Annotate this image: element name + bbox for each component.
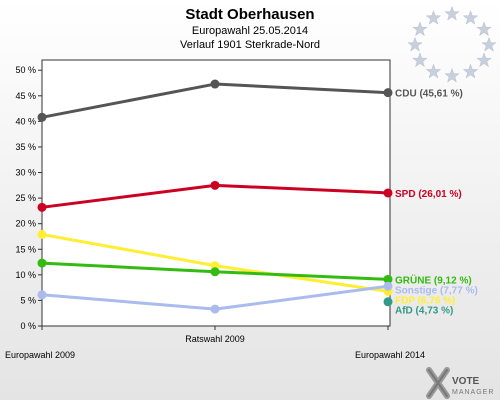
star-icon [476, 21, 492, 37]
series-points [37, 79, 393, 314]
data-point-grüne [383, 274, 393, 284]
y-tick-label: 5 % [20, 295, 36, 305]
y-tick-label: 50 % [15, 65, 36, 75]
y-tick-label: 10 % [15, 270, 36, 280]
data-point-spd [37, 202, 47, 212]
series-label-grüne: GRÜNE (9,12 %) [395, 273, 472, 286]
series-label-afd: AfD (4,73 %) [395, 305, 453, 316]
data-point-grüne [210, 267, 220, 277]
star-icon [476, 52, 492, 68]
data-point-spd [383, 188, 393, 198]
series-label-cdu: CDU (45,61 %) [395, 89, 463, 100]
eu-stars-emblem [407, 5, 497, 83]
logo-manager-text: MANAGER [452, 389, 494, 396]
x-tick-label: Europawahl 2014 [355, 350, 425, 360]
star-icon [407, 36, 423, 52]
y-tick-label: 35 % [15, 142, 36, 152]
series-label-fdp: FDP (6,76 %) [395, 295, 455, 306]
data-point-sonstige [210, 304, 220, 314]
y-tick-label: 0 % [20, 321, 36, 331]
y-tick-label: 40 % [15, 116, 36, 126]
y-tick-label: 15 % [15, 244, 36, 254]
series-label-spd: SPD (26,01 %) [395, 189, 462, 200]
y-tick-label: 30 % [15, 168, 36, 178]
data-point-sonstige [383, 281, 393, 291]
plot-area [41, 59, 391, 327]
star-icon [444, 5, 460, 21]
x-mark-icon [426, 367, 450, 399]
y-tick-label: 25 % [15, 193, 36, 203]
x-tick-label: Europawahl 2009 [5, 350, 75, 360]
data-point-afd [383, 297, 393, 307]
star-icon [425, 9, 442, 25]
x-axis: Europawahl 2009 Ratswahl 2009 Europawahl 2… [5, 326, 425, 360]
y-tick-label: 45 % [15, 91, 36, 101]
star-icon [462, 63, 479, 79]
chart-subtitle-election: Europawahl 25.05.2014 [192, 25, 308, 37]
chart-title: Stadt Oberhausen [185, 6, 314, 23]
y-tick-label: 20 % [15, 219, 36, 229]
y-axis: 0 % 5 % 10 % 15 % 20 % 25 % 30 % 35 % 40 % 45 % 50… [15, 65, 42, 331]
x-tick-label: Ratswahl 2009 [185, 334, 245, 344]
star-icon [481, 36, 497, 52]
star-icon [412, 21, 428, 37]
data-point-cdu [210, 79, 220, 89]
data-point-sonstige [37, 290, 47, 300]
star-icon [425, 63, 442, 79]
star-icon [444, 67, 460, 83]
logo-vote-text: VOTE [452, 376, 480, 387]
vote-manager-logo: VOTE MANAGER [426, 367, 494, 399]
star-icon [462, 9, 479, 25]
chart-subtitle-district: Verlauf 1901 Sterkrade-Nord [180, 39, 320, 51]
star-icon [412, 52, 428, 68]
series-label-sonstige: Sonstige (7,77 %) [395, 285, 478, 296]
data-point-cdu [37, 112, 47, 122]
data-point-spd [210, 180, 220, 190]
series-labels: CDU (45,61 %) SPD (26,01 %) GRÜNE (9,12 %)… [395, 89, 478, 317]
data-point-cdu [383, 88, 393, 98]
data-point-grüne [37, 258, 47, 268]
data-point-fdp [37, 229, 47, 239]
